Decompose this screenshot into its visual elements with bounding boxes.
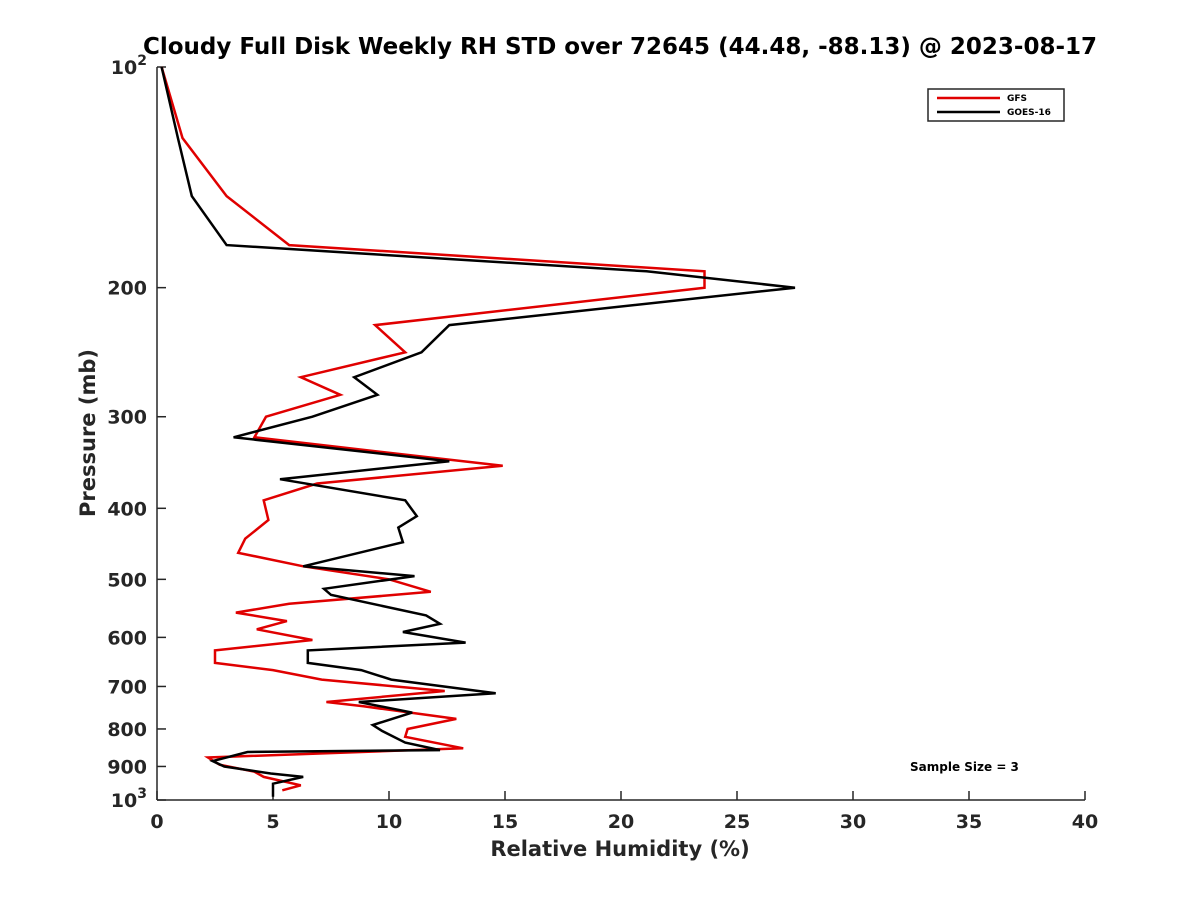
y-tick-label: 600	[107, 627, 147, 649]
x-tick-label: 10	[376, 811, 402, 833]
legend-box	[927, 88, 1065, 122]
series-line-gfs	[160, 66, 706, 792]
y-tick-label: 200	[107, 278, 147, 300]
x-tick-label: 0	[150, 811, 163, 833]
y-tick-label: 102	[111, 53, 147, 79]
y-tick-label: 500	[107, 569, 147, 591]
legend: GFS GOES-16	[927, 88, 1065, 122]
x-tick-label: 40	[1072, 811, 1098, 833]
series-line-goes-16	[160, 66, 796, 797]
x-tick-label: 35	[956, 811, 982, 833]
plot-area: 0 5 10 15 20 25 30 35 40 102 200 300 400 500 600 700 800…	[107, 53, 1098, 833]
x-tick-label: 25	[724, 811, 750, 833]
y-tick-label: 800	[107, 719, 147, 741]
chart-title: Cloudy Full Disk Weekly RH STD over 7264…	[143, 34, 1097, 60]
y-tick-label: 700	[107, 676, 147, 698]
x-axis-label: Relative Humidity (%)	[490, 837, 749, 861]
x-tick-label: 15	[492, 811, 518, 833]
y-tick-label: 103	[111, 786, 147, 812]
sample-size-annotation: Sample Size = 3	[910, 760, 1019, 774]
y-tick-label: 300	[107, 407, 147, 429]
y-axis-label: Pressure (mb)	[76, 349, 100, 517]
y-tick-label: 900	[107, 756, 147, 778]
x-tick-label: 5	[266, 811, 279, 833]
y-tick-label: 400	[107, 498, 147, 520]
x-tick-label: 20	[608, 811, 634, 833]
x-tick-label: 30	[840, 811, 866, 833]
legend-label: GOES-16	[1007, 108, 1051, 118]
legend-label: GFS	[1007, 94, 1027, 104]
